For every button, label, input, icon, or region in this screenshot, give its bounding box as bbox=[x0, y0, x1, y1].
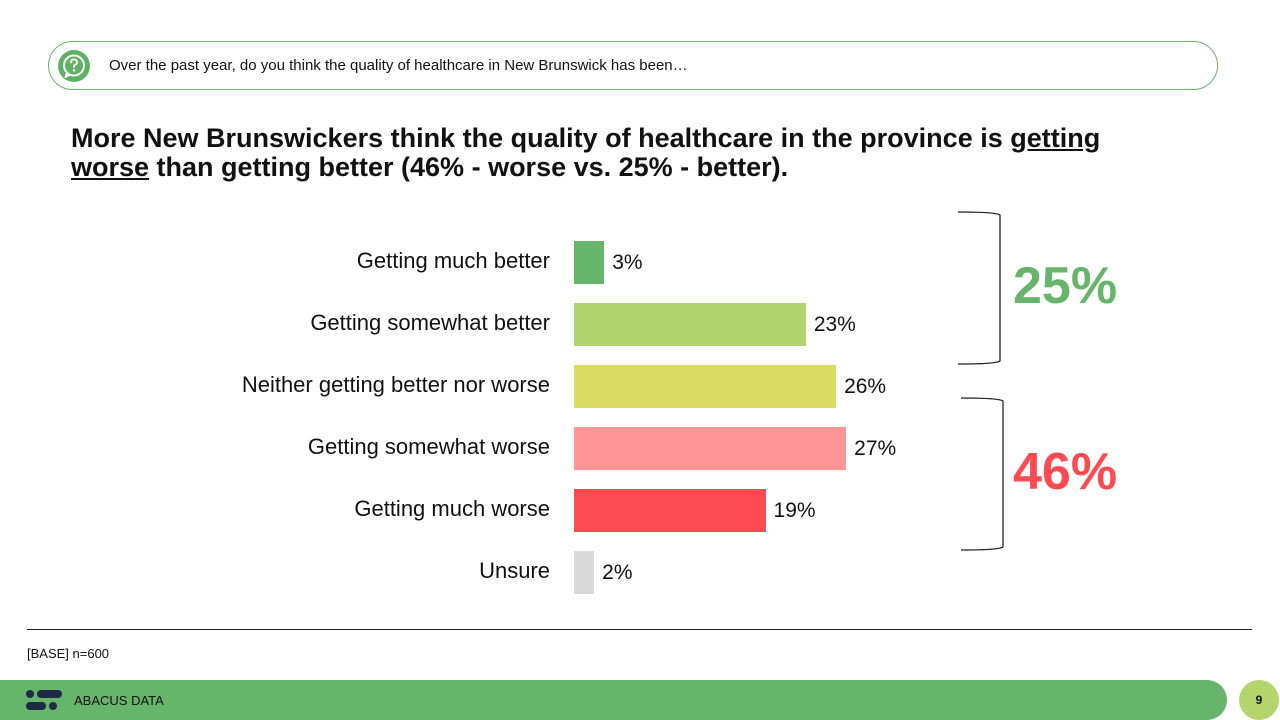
group-total: 46% bbox=[1013, 443, 1118, 501]
category-label: Getting much worse bbox=[354, 496, 550, 521]
bar bbox=[574, 303, 806, 346]
value-label: 3% bbox=[612, 251, 643, 274]
bar bbox=[574, 241, 605, 284]
value-label: 2% bbox=[602, 561, 633, 584]
category-label: Unsure bbox=[479, 558, 550, 583]
value-label: 19% bbox=[773, 499, 816, 522]
group-bracket bbox=[958, 211, 1001, 365]
category-label: Neither getting better nor worse bbox=[241, 372, 550, 397]
headline-part1: More New Brunswickers think the quality … bbox=[71, 123, 1011, 153]
headline-underlined: getting worse bbox=[71, 123, 1101, 182]
bar bbox=[574, 551, 595, 594]
footer-divider bbox=[27, 629, 1252, 630]
value-label: 23% bbox=[813, 313, 856, 336]
value-label: 26% bbox=[844, 375, 887, 398]
bar bbox=[574, 365, 837, 408]
base-note: [BASE] n=600 bbox=[27, 646, 110, 661]
abacus-logo-icon bbox=[26, 690, 62, 710]
brand-name: ABACUS DATA bbox=[74, 693, 164, 708]
question-bubble-icon bbox=[58, 50, 90, 82]
question-box: Over the past year, do you think the qua… bbox=[48, 41, 1218, 90]
footer-bar bbox=[0, 680, 1227, 720]
group-total: 25% bbox=[1013, 257, 1118, 315]
category-label: Getting somewhat better bbox=[310, 310, 550, 335]
category-label: Getting much better bbox=[356, 248, 550, 273]
question-text: Over the past year, do you think the qua… bbox=[109, 57, 688, 74]
headline: More New Brunswickers think the quality … bbox=[71, 124, 1151, 182]
value-label: 27% bbox=[854, 437, 897, 460]
bar bbox=[574, 427, 847, 470]
page-number: 9 bbox=[1239, 680, 1279, 720]
group-bracket bbox=[961, 397, 1004, 551]
bar bbox=[574, 489, 766, 532]
headline-part2: than getting better (46% - worse vs. 25%… bbox=[149, 152, 789, 182]
category-label: Getting somewhat worse bbox=[307, 434, 550, 459]
